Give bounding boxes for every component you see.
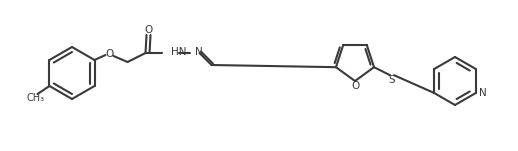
Text: O: O [145,25,153,35]
Text: O: O [351,81,359,91]
Text: CH₃: CH₃ [26,93,45,103]
Text: O: O [105,49,113,59]
Text: N: N [479,88,486,98]
Text: S: S [388,75,395,85]
Text: HN: HN [170,47,186,57]
Text: N: N [195,47,202,57]
